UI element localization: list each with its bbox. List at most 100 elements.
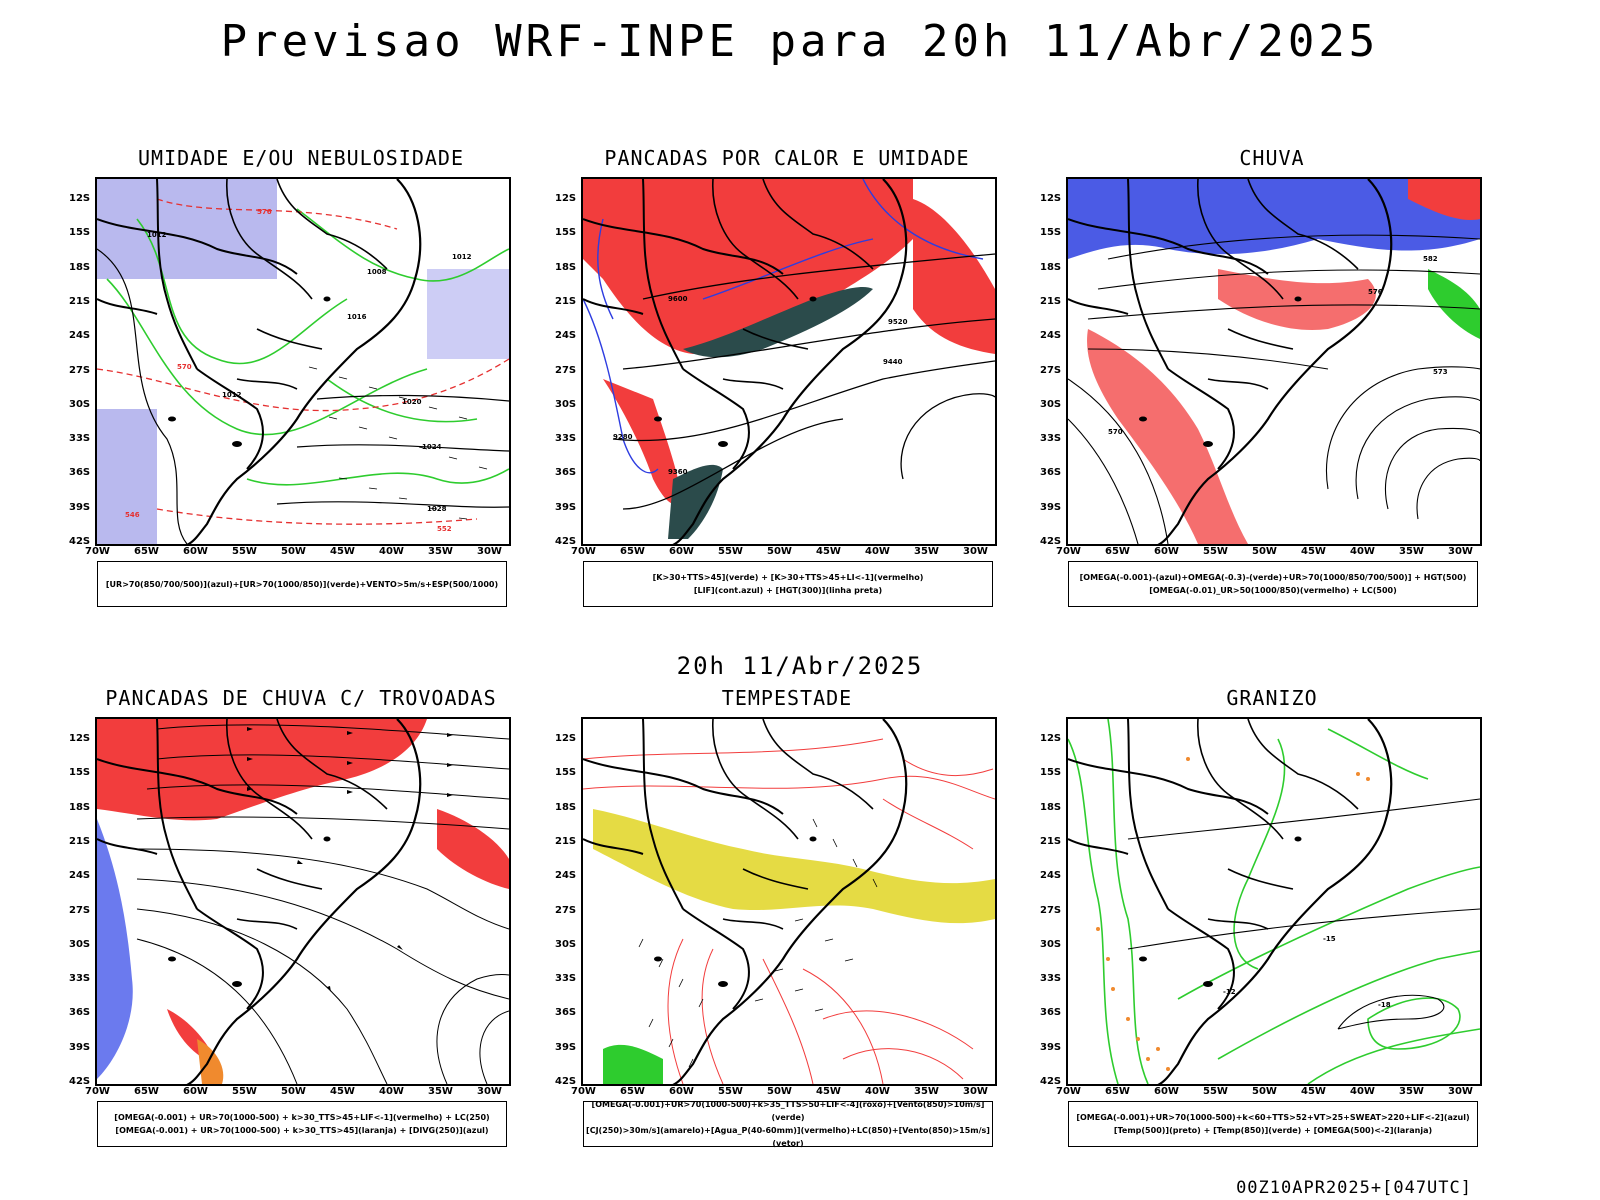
- legend-line: [K>30+TTS>45](verde) + [K>30+TTS>45+LI<-…: [652, 573, 924, 582]
- lat-tick-label: 27S: [69, 904, 91, 916]
- legend-line: [CJ(250)>30m/s](amarelo)+[Agua_P(40-60mm…: [586, 1126, 990, 1148]
- lon-tick-label: 45W: [330, 1086, 355, 1097]
- lat-tick-label: 18S: [555, 261, 577, 273]
- contour-label: 1008: [367, 268, 387, 276]
- lat-tick-label: 27S: [1040, 904, 1062, 916]
- legend-umidade: [UR>70(850/700/500)](azul)+[UR>70(1000/8…: [97, 561, 507, 607]
- lat-tick-label: 12S: [69, 193, 91, 204]
- lat-tick-label: 42S: [69, 1076, 91, 1087]
- lon-tick-label: 30W: [477, 546, 502, 557]
- legend-granizo: [OMEGA(-0.001)+UR>70(1000-500)+k<60+TTS>…: [1068, 1101, 1478, 1147]
- lat-tick-label: 30S: [555, 398, 577, 410]
- instability-area: [913, 199, 995, 354]
- lon-tick-label: 40W: [1350, 546, 1375, 557]
- rain-area-red: [1087, 329, 1248, 544]
- lon-tick-label: 70W: [85, 546, 110, 557]
- lat-tick-label: 15S: [555, 227, 577, 239]
- lon-tick-label: 55W: [232, 1086, 257, 1097]
- lon-tick-label: 45W: [330, 546, 355, 557]
- lat-tick-label: 39S: [555, 1041, 577, 1053]
- lat-tick-label: 42S: [555, 1076, 577, 1087]
- lat-tick-label: 33S: [555, 433, 577, 445]
- contour-label: 9360: [668, 468, 688, 476]
- legend-line: [UR>70(850/700/500)](azul)+[UR>70(1000/8…: [105, 579, 499, 589]
- forecast-time-label: 20h 11/Abr/2025: [676, 652, 924, 680]
- rain-area-green: [1428, 269, 1480, 339]
- lat-tick-label: 42S: [555, 536, 577, 547]
- lat-tick-label: 15S: [555, 767, 577, 779]
- lat-tick-label: 12S: [1040, 733, 1062, 744]
- humidity-upper-area: [97, 409, 157, 544]
- panel-title-granizo: GRANIZO: [1226, 686, 1318, 710]
- jet-stream-area: [593, 809, 995, 924]
- lat-tick-label: 21S: [1040, 295, 1062, 307]
- lon-tick-label: 45W: [816, 1086, 841, 1097]
- lon-tick-label: 30W: [1448, 546, 1473, 557]
- lon-tick-label: 65W: [620, 546, 645, 557]
- lon-tick-label: 60W: [1154, 1086, 1179, 1097]
- legend-line: [OMEGA(-0.001) + UR>70(1000-500) + k>30_…: [114, 1113, 490, 1122]
- rain-area-red: [1408, 179, 1480, 220]
- lon-tick-label: 65W: [620, 1086, 645, 1097]
- lat-tick-label: 36S: [1040, 467, 1062, 479]
- lon-tick-label: 35W: [914, 546, 939, 557]
- panel-title-umidade: UMIDADE E/OU NEBULOSIDADE: [137, 146, 465, 170]
- lat-tick-label: 36S: [555, 1007, 577, 1019]
- humidity-upper-area: [97, 179, 277, 279]
- instability-area-green: [668, 464, 723, 539]
- panel-title-trovoadas: PANCADAS DE CHUVA C/ TROVOADAS: [105, 686, 497, 710]
- lat-tick-label: 15S: [1040, 227, 1062, 239]
- lat-tick-label: 15S: [69, 227, 91, 239]
- lon-tick-label: 45W: [1301, 1086, 1326, 1097]
- lon-tick-label: 60W: [669, 546, 694, 557]
- panel-title-chuva: CHUVA: [1239, 146, 1305, 170]
- legend-line: [LIF](cont.azul) + [HGT(300)](linha pret…: [693, 586, 883, 595]
- contour-label: 1012: [222, 391, 242, 399]
- lon-tick-label: 60W: [183, 546, 208, 557]
- lon-tick-label: 30W: [477, 1086, 502, 1097]
- contour-label: 546: [125, 511, 140, 519]
- lat-tick-label: 21S: [69, 835, 91, 847]
- contour-label: 9520: [888, 318, 908, 326]
- lon-tick-label: 35W: [428, 546, 453, 557]
- lon-tick-label: 60W: [669, 1086, 694, 1097]
- lon-tick-label: 40W: [379, 1086, 404, 1097]
- map-pancadas-calor: 9600 9520 9440 9360 9280: [581, 177, 997, 546]
- wind-850-area: [603, 1044, 663, 1084]
- legend-tempestade: [OMEGA(-0.001)+UR>70(1000-500)+k>35_TTS>…: [583, 1100, 993, 1148]
- model-run-label: 00Z10APR2025+[047UTC]: [1236, 1178, 1472, 1198]
- lon-tick-label: 55W: [1203, 546, 1228, 557]
- lon-tick-label: 50W: [1252, 1086, 1277, 1097]
- contour-label: 1020: [402, 398, 422, 406]
- lon-tick-label: 30W: [963, 546, 988, 557]
- contour-label: 552: [437, 525, 452, 533]
- lon-tick-label: 55W: [1203, 1086, 1228, 1097]
- legend-line: [OMEGA(-0.001) + UR>70(1000-500) + k>30_…: [115, 1126, 489, 1135]
- lat-tick-label: 30S: [1040, 938, 1062, 950]
- lat-tick-label: 36S: [555, 467, 577, 479]
- contour-label: 570: [1108, 428, 1123, 436]
- lat-tick-label: 21S: [69, 295, 91, 307]
- lat-tick-label: 39S: [555, 501, 577, 513]
- map-trovoadas: [95, 717, 511, 1086]
- lat-tick-label: 36S: [69, 1007, 91, 1019]
- contour-label: 1024: [422, 443, 442, 451]
- thunderstorm-area-orange: [197, 1039, 224, 1084]
- map-granizo: -15 -12 -18: [1066, 717, 1482, 1086]
- lon-tick-label: 70W: [85, 1086, 110, 1097]
- lat-tick-label: 18S: [69, 801, 91, 813]
- lat-tick-label: 24S: [1040, 870, 1062, 882]
- lon-tick-label: 30W: [1448, 1086, 1473, 1097]
- lon-tick-label: 55W: [232, 546, 257, 557]
- lon-tick-label: 50W: [281, 546, 306, 557]
- lat-tick-label: 27S: [69, 364, 91, 376]
- lon-tick-label: 45W: [816, 546, 841, 557]
- lat-tick-label: 30S: [1040, 398, 1062, 410]
- lat-tick-label: 18S: [1040, 801, 1062, 813]
- legend-chuva: [OMEGA(-0.001)-(azul)+OMEGA(-0.3)-(verde…: [1068, 561, 1478, 607]
- contour-label: 570: [177, 363, 192, 371]
- contour-label: 1016: [347, 313, 367, 321]
- lat-tick-label: 12S: [69, 733, 91, 744]
- lon-tick-label: 70W: [1056, 1086, 1081, 1097]
- contour-label: -15: [1323, 935, 1336, 943]
